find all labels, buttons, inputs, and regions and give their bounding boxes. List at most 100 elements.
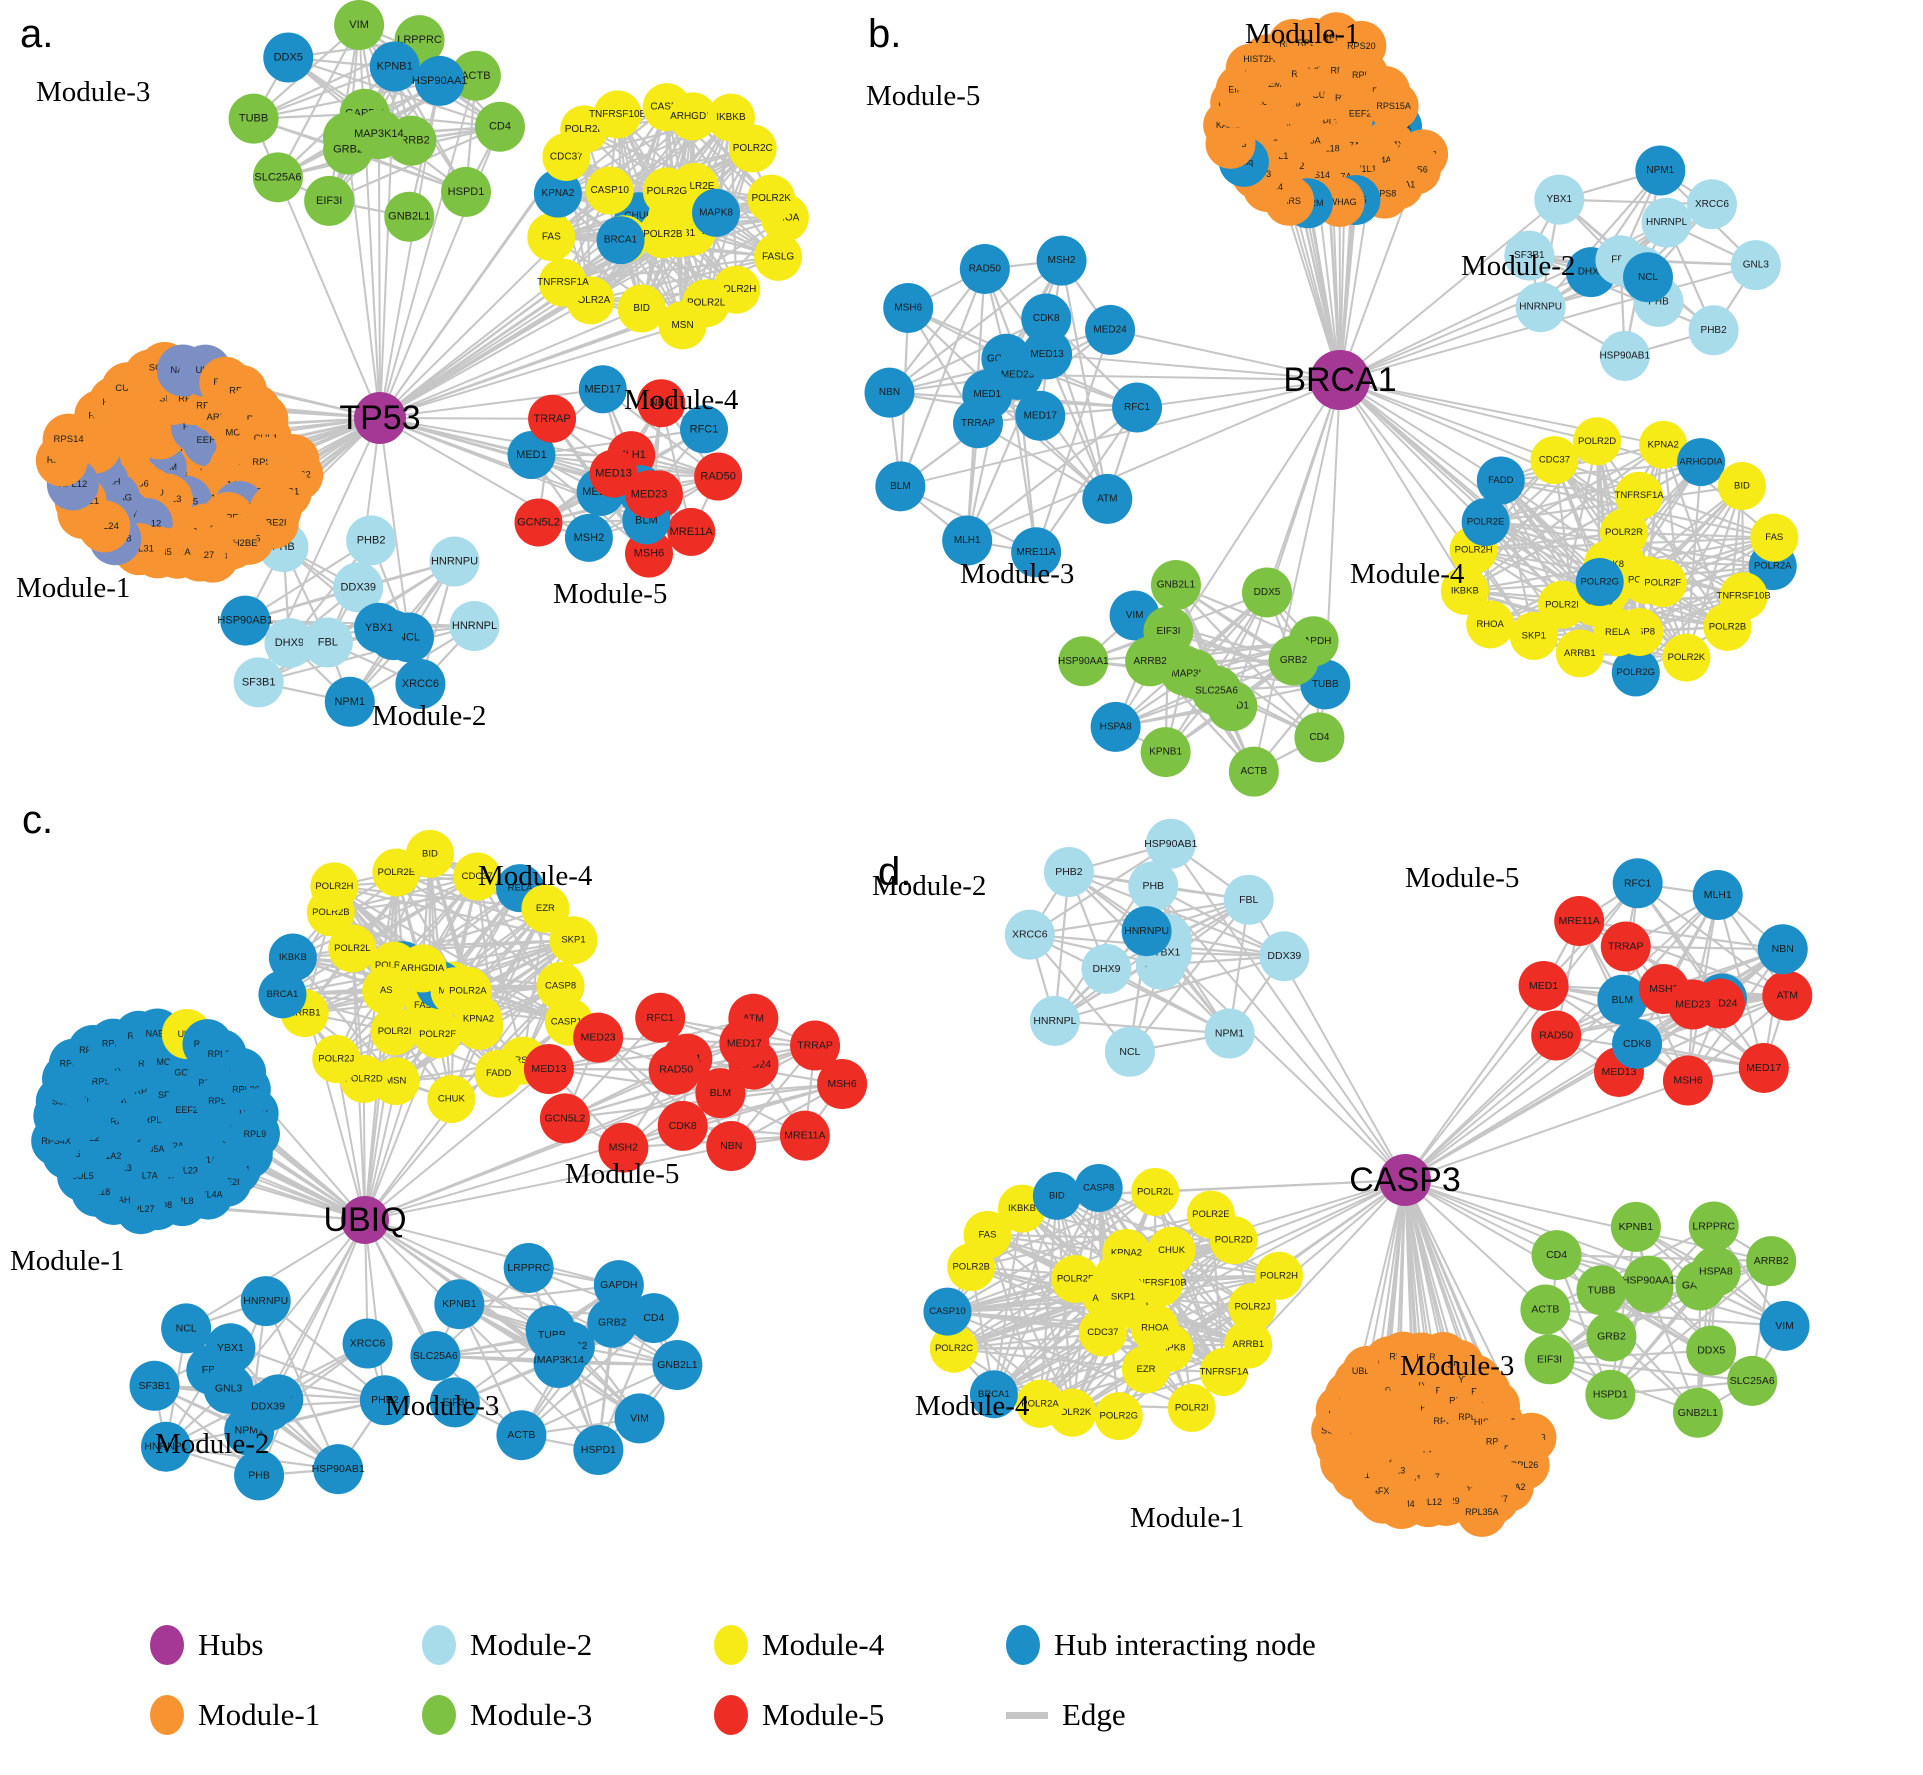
network-node[interactable]: SLC25A6 [252,152,303,203]
network-node[interactable]: ATM [1082,473,1133,524]
network-node[interactable]: PHB [1128,861,1179,912]
network-node[interactable]: GNB2L1 [1672,1387,1723,1438]
network-node[interactable]: MSH2 [1036,235,1087,286]
network-node[interactable]: FADD [1476,456,1525,505]
network-node[interactable]: NBN [706,1121,757,1172]
network-node[interactable]: BRCA1 [596,216,645,265]
network-node[interactable]: MAPK8 [692,188,741,237]
network-node[interactable]: RFC1 [635,992,686,1043]
network-node[interactable]: DHX9 [1081,943,1132,994]
network-node[interactable]: BLM [695,1068,746,1119]
network-node[interactable]: TRRAP [528,394,577,443]
network-node[interactable]: NBN [864,367,915,418]
network-node[interactable]: MED17 [1738,1042,1789,1093]
network-node[interactable]: RELA [1593,608,1642,657]
network-node[interactable]: POLR2C [728,124,777,173]
network-node[interactable]: SLC25A6 [1191,665,1242,716]
network-node[interactable]: YBX1 [1534,174,1585,225]
network-node[interactable]: NPM1 [1635,145,1686,196]
network-node[interactable]: MED13 [523,1043,574,1094]
network-node[interactable]: POLR2K [1662,633,1711,682]
network-node[interactable]: CASP8 [1074,1164,1123,1213]
network-node[interactable]: EIF3I [1524,1334,1575,1385]
network-node[interactable]: FASLG [754,232,803,281]
network-node[interactable]: MSN [658,301,707,350]
network-node[interactable]: HNRNPL [1641,197,1692,248]
network-node[interactable]: HNRNPU [1515,282,1566,333]
network-node[interactable]: XRCC6 [1686,179,1737,230]
network-node[interactable]: HSP90AB1 [1599,330,1650,381]
network-node[interactable]: VIM [334,0,385,51]
network-node[interactable]: BID [1032,1171,1081,1220]
network-node[interactable]: HNRNPL [449,600,500,651]
network-node[interactable]: POLR2F [1638,559,1687,608]
network-node[interactable]: RAD50 [651,1044,702,1095]
network-node[interactable]: RFC1 [1612,858,1663,909]
network-node[interactable]: MAP3K14 [535,1334,586,1385]
network-node[interactable]: ACTB [496,1410,547,1461]
network-node[interactable]: RPS14 [42,413,95,466]
network-node[interactable]: GNB2L1 [1150,560,1201,611]
network-node[interactable]: BLM [875,461,926,512]
network-node[interactable]: MSH6 [883,282,934,333]
network-node[interactable]: YBX1 [354,602,405,653]
network-node[interactable]: NCL [1104,1026,1155,1077]
network-node[interactable]: FAS [1750,513,1799,562]
network-node[interactable]: MED24 [1085,304,1136,355]
network-node[interactable]: NPM1 [1204,1008,1255,1059]
network-node[interactable]: HNRNPU [240,1276,291,1327]
network-node[interactable]: TRRAP [790,1020,841,1071]
network-node[interactable]: ACTB [1520,1284,1571,1335]
network-node[interactable]: GRB2 [1586,1311,1637,1362]
network-node[interactable]: POLR2L [1131,1167,1180,1216]
network-node[interactable]: KPNB1 [1140,727,1191,778]
network-node[interactable]: KPNB1 [434,1279,485,1330]
network-node[interactable]: FAS [527,213,576,262]
network-node[interactable]: SLC25A6 [1727,1355,1778,1406]
network-node[interactable]: POLR2B [1703,602,1752,651]
network-node[interactable]: POLR2G [1094,1392,1143,1441]
network-node[interactable]: MED17 [1015,390,1066,441]
network-node[interactable]: RAD50 [959,243,1010,294]
network-node[interactable]: RAD50 [1531,1010,1582,1061]
network-node[interactable]: KPNB1 [369,41,420,92]
network-node[interactable]: NCL [161,1303,212,1354]
network-node[interactable]: HSP90AB1 [217,595,273,646]
network-node[interactable]: EIF3I [304,175,355,226]
network-node[interactable]: MSH6 [1662,1055,1713,1106]
network-node[interactable]: LRPPRC [503,1243,554,1294]
network-node[interactable]: LRPPRC [1688,1201,1739,1252]
network-node[interactable]: HSPD1 [441,166,492,217]
network-node[interactable]: POLR2I [370,1007,419,1056]
network-node[interactable]: CD4 [474,101,525,152]
network-node[interactable]: GNL3 [1730,240,1781,291]
network-node[interactable]: PHB2 [1688,305,1739,356]
network-node[interactable]: CASP10 [585,166,634,215]
network-node[interactable]: BID [617,284,666,333]
network-node[interactable]: POLR2E [1461,498,1510,547]
network-node[interactable]: CDK8 [1612,1018,1663,1069]
network-node[interactable]: KPNA2 [454,995,503,1044]
network-node[interactable]: GRB2 [587,1297,638,1348]
network-node[interactable]: POLR2L [328,924,377,973]
network-node[interactable]: CDK8 [657,1100,708,1151]
network-node[interactable]: DDX39 [1259,931,1310,982]
network-node[interactable]: RPS15A [1368,81,1419,132]
network-node[interactable]: ATM [1762,970,1813,1021]
network-node[interactable]: TUBB [228,93,279,144]
network-node[interactable]: RAD50 [694,452,743,501]
network-node[interactable]: GRB2 [1268,635,1319,686]
network-node[interactable]: MED23 [1667,979,1718,1030]
network-node[interactable]: RPL9 [229,1108,280,1159]
network-node[interactable]: FBL [1223,874,1274,925]
network-node[interactable]: HNRNPL [1029,995,1080,1046]
network-node[interactable]: POLR2K [747,174,796,223]
network-node[interactable]: PHB2 [1043,847,1094,898]
network-node[interactable]: MRE11A [1554,896,1605,947]
network-node[interactable]: FBL [302,617,353,668]
network-node[interactable]: MLH1 [1692,870,1743,921]
network-node[interactable]: HNRNPU [429,536,480,587]
network-node[interactable]: TUBB [1576,1265,1627,1316]
network-node[interactable]: POLR2H [310,862,359,911]
network-node[interactable]: MAP3K14 [353,109,404,160]
